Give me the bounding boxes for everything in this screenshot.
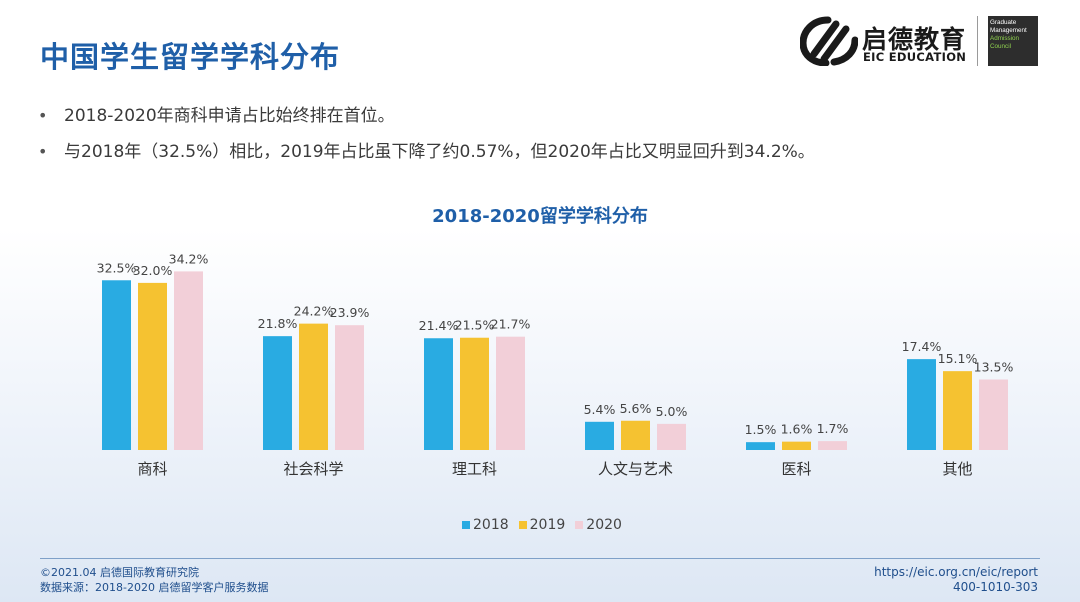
footer-phone: 400-1010-303 — [952, 580, 1038, 594]
bullet-item: • 2018-2020年商科申请占比始终排在首位。 — [38, 104, 815, 140]
data-label: 5.6% — [620, 401, 652, 416]
bar — [621, 420, 650, 450]
logo-divider — [977, 16, 978, 66]
bar — [943, 371, 972, 450]
bar — [460, 337, 489, 450]
bullet-item: • 与2018年（32.5%）相比，2019年占比虽下降了约0.57%，但202… — [38, 140, 815, 176]
footer-url[interactable]: https://eic.org.cn/eic/report — [874, 565, 1038, 579]
bar — [424, 338, 453, 450]
legend-swatch — [462, 521, 470, 529]
bullet-dot-icon: • — [38, 142, 48, 161]
data-label: 21.4% — [419, 318, 459, 333]
data-label: 23.9% — [330, 305, 370, 320]
data-label: 32.0% — [133, 263, 173, 278]
data-label: 5.4% — [584, 402, 616, 417]
bullet-text: 2018-2020年商科申请占比始终排在首位。 — [64, 106, 395, 126]
legend-label: 2018 — [473, 517, 509, 533]
bar — [782, 441, 811, 450]
bullet-text: 与2018年（32.5%）相比，2019年占比虽下降了约0.57%，但2020年… — [64, 142, 815, 162]
legend-label: 2020 — [586, 517, 622, 533]
data-label: 21.8% — [258, 316, 298, 331]
data-label: 1.5% — [745, 422, 777, 437]
data-label: 24.2% — [294, 304, 334, 319]
footer-source: 数据来源：2018-2020 启德留学客户服务数据 — [40, 581, 269, 594]
legend-item: 2020 — [575, 517, 622, 533]
data-label: 5.0% — [656, 404, 688, 419]
gmac-line: Council — [990, 43, 1011, 50]
legend-swatch — [518, 521, 527, 529]
footer-divider — [40, 558, 1040, 559]
gmac-line: Management — [990, 27, 1027, 34]
legend-swatch — [575, 521, 584, 529]
chart-title: 2018-2020留学学科分布 — [432, 206, 648, 227]
bullet-dot-icon: • — [38, 106, 48, 125]
bar — [335, 325, 364, 450]
eic-logo-icon — [800, 16, 858, 66]
legend-item: 2019 — [518, 517, 566, 533]
category-label: 社会科学 — [283, 460, 343, 478]
data-label: 32.5% — [97, 260, 137, 275]
logo: 启德教育 EIC EDUCATION Graduate Management A… — [800, 14, 1040, 68]
bar — [138, 282, 167, 450]
bullet-list: • 2018-2020年商科申请占比始终排在首位。 • 与2018年（32.5%… — [38, 104, 815, 176]
category-label: 其他 — [942, 460, 972, 478]
data-label: 1.6% — [781, 422, 813, 437]
bar — [102, 280, 131, 450]
data-label: 15.1% — [938, 351, 978, 366]
bar — [299, 323, 328, 450]
bar — [979, 379, 1008, 450]
bar — [174, 271, 203, 450]
gmac-logo-icon: Graduate Management Admission Council — [988, 16, 1038, 66]
category-label: 人文与艺术 — [598, 460, 673, 478]
chart-legend: 2018 2019 2020 — [462, 517, 622, 533]
bar — [746, 442, 775, 450]
bar — [263, 336, 292, 450]
bar — [657, 423, 686, 450]
gmac-line: Graduate — [990, 19, 1017, 26]
bar — [496, 336, 525, 450]
data-label: 13.5% — [974, 360, 1014, 375]
footer-copyright: ©2021.04 启德国际教育研究院 — [40, 566, 199, 579]
category-label: 理工科 — [452, 460, 497, 478]
gmac-line: Admission — [990, 35, 1020, 42]
logo-name-en: EIC EDUCATION — [863, 50, 967, 64]
logo-name-cn: 启德教育 — [862, 25, 967, 54]
category-label: 医科 — [781, 460, 811, 478]
bar — [818, 441, 847, 450]
footer-left: ©2021.04 启德国际教育研究院 数据来源：2018-2020 启德留学客户… — [40, 565, 268, 595]
page-title: 中国学生留学学科分布 — [40, 40, 341, 74]
data-label: 34.2% — [169, 251, 209, 266]
category-label: 商科 — [137, 460, 167, 478]
bar — [585, 421, 614, 450]
data-label: 21.7% — [491, 317, 531, 332]
data-label: 21.5% — [455, 318, 495, 333]
legend-item: 2018 — [462, 517, 509, 533]
footer-right: https://eic.org.cn/eic/report 400-1010-3… — [874, 565, 1038, 595]
legend-label: 2019 — [529, 517, 566, 533]
data-label: 17.4% — [902, 339, 942, 354]
data-label: 1.7% — [817, 421, 849, 436]
bar — [907, 359, 936, 450]
